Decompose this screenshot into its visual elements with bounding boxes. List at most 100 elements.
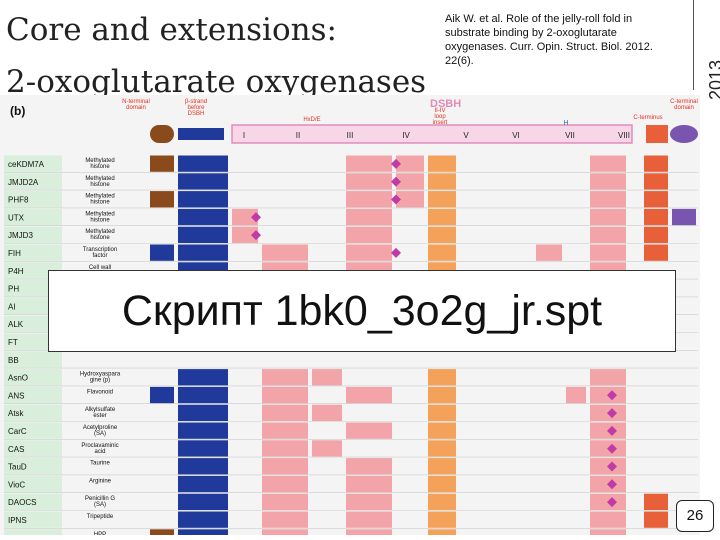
enzyme-name: ANS bbox=[8, 391, 24, 400]
diamond-marker bbox=[607, 497, 617, 508]
script-label-box[interactable]: Скрипт 1bk0_3o2g_jr.spt bbox=[48, 270, 676, 352]
domain-cell bbox=[644, 155, 668, 172]
header-hxd: HxD/E bbox=[303, 117, 320, 123]
domain-cell bbox=[590, 529, 626, 540]
domain-cell bbox=[428, 191, 456, 208]
enzyme-name: BB bbox=[8, 356, 19, 365]
enzyme-cell bbox=[4, 369, 62, 386]
domain-cell bbox=[590, 226, 626, 243]
substrate-label: Flavonoid bbox=[87, 389, 113, 395]
diamond-marker bbox=[607, 390, 617, 401]
domain-cell bbox=[178, 369, 228, 386]
header-c-domain: C-terminal domain bbox=[670, 99, 698, 111]
substrate-label: Acetylproline (SA) bbox=[83, 425, 118, 437]
domain-cell bbox=[428, 244, 456, 261]
header-insert: II-IV loop insert bbox=[433, 108, 448, 126]
strand-label-3: III bbox=[347, 131, 354, 140]
domain-cell bbox=[346, 173, 392, 190]
domain-cell bbox=[178, 386, 228, 404]
diamond-marker bbox=[607, 443, 617, 454]
c-terminus-shape bbox=[646, 125, 668, 143]
strand-label-6: VI bbox=[512, 131, 520, 140]
domain-cell bbox=[232, 208, 258, 226]
substrate-label: Hydroxyaspara gine (p) bbox=[80, 372, 121, 384]
domain-cell bbox=[262, 440, 308, 457]
domain-cell bbox=[396, 173, 424, 190]
enzyme-name: IPNS bbox=[8, 516, 27, 525]
slide-title-line-1: Core and extensions: bbox=[6, 12, 337, 48]
enzyme-cell bbox=[4, 262, 62, 279]
domain-cell bbox=[644, 208, 668, 226]
enzyme-cell bbox=[4, 458, 62, 475]
enzyme-cell bbox=[4, 529, 62, 540]
diamond-marker bbox=[607, 461, 617, 472]
substrate-label: Methylated histone bbox=[85, 176, 114, 188]
enzyme-name: ceKDM7A bbox=[8, 160, 45, 169]
header-beta-strand: β-strand before DSBH bbox=[185, 99, 207, 117]
domain-cell bbox=[644, 173, 668, 190]
enzyme-cell bbox=[4, 244, 62, 261]
domain-cell bbox=[178, 226, 228, 243]
domain-cell bbox=[178, 208, 228, 226]
domain-cell bbox=[178, 529, 228, 540]
enzyme-cell bbox=[4, 280, 62, 297]
domain-cell bbox=[346, 511, 392, 528]
strand-label-7: VII bbox=[565, 131, 575, 140]
domain-cell bbox=[566, 386, 586, 404]
domain-cell bbox=[312, 440, 342, 457]
domain-cell bbox=[178, 191, 228, 208]
enzyme-cell bbox=[4, 191, 62, 208]
domain-cell bbox=[590, 191, 626, 208]
dsbh-bar bbox=[231, 124, 633, 144]
strand-label-5: V bbox=[463, 131, 469, 140]
domain-cell bbox=[312, 369, 342, 386]
domain-cell bbox=[346, 475, 392, 493]
enzyme-name: JMJD2A bbox=[8, 178, 39, 187]
domain-cell bbox=[150, 386, 174, 404]
domain-cell bbox=[644, 511, 668, 528]
diamond-marker bbox=[391, 194, 401, 205]
reference-text: Aik W. et al. Role of the jelly-roll fol… bbox=[445, 13, 653, 67]
domain-cell bbox=[428, 422, 456, 439]
domain-cell bbox=[262, 493, 308, 510]
domain-cell bbox=[590, 369, 626, 386]
enzyme-name: DAOCS bbox=[8, 498, 36, 507]
domain-cell bbox=[178, 155, 228, 172]
domain-cell bbox=[262, 458, 308, 475]
enzyme-cell bbox=[4, 475, 62, 493]
enzyme-name: VioC bbox=[8, 480, 25, 489]
header-h: H bbox=[563, 120, 568, 127]
domain-cell bbox=[178, 511, 228, 528]
enzyme-cell bbox=[4, 440, 62, 457]
domain-cell bbox=[312, 404, 342, 421]
diamond-marker bbox=[391, 158, 401, 169]
enzyme-cell bbox=[4, 333, 62, 350]
enzyme-cell bbox=[4, 208, 62, 226]
substrate-label: Alkylsulfate ester bbox=[85, 407, 116, 419]
domain-cell bbox=[396, 155, 424, 172]
diamond-marker bbox=[251, 212, 261, 223]
substrate-label: Proclavaminic acid bbox=[81, 443, 118, 455]
header-c-terminus: C-terminus bbox=[633, 115, 662, 121]
domain-cell bbox=[178, 404, 228, 421]
domain-cell bbox=[178, 493, 228, 510]
n-terminal-domain-shape bbox=[150, 125, 174, 143]
enzyme-cell bbox=[4, 422, 62, 439]
substrate-label: Methylated histone bbox=[85, 211, 114, 223]
domain-cell bbox=[428, 155, 456, 172]
domain-cell bbox=[178, 475, 228, 493]
domain-cell bbox=[428, 369, 456, 386]
substrate-label: HPP bbox=[94, 532, 106, 535]
enzyme-name: JMJD3 bbox=[8, 231, 33, 240]
domain-cell bbox=[590, 244, 626, 261]
domain-cell bbox=[428, 404, 456, 421]
domain-cell bbox=[644, 226, 668, 243]
diamond-marker bbox=[251, 230, 261, 241]
substrate-label: Methylated histone bbox=[85, 229, 114, 241]
domain-cell bbox=[262, 369, 308, 386]
c-terminal-domain-shape bbox=[670, 125, 698, 143]
domain-cell bbox=[428, 458, 456, 475]
enzyme-cell bbox=[4, 511, 62, 528]
strand-label-1: I bbox=[243, 131, 245, 140]
strand-label-4: IV bbox=[402, 131, 410, 140]
